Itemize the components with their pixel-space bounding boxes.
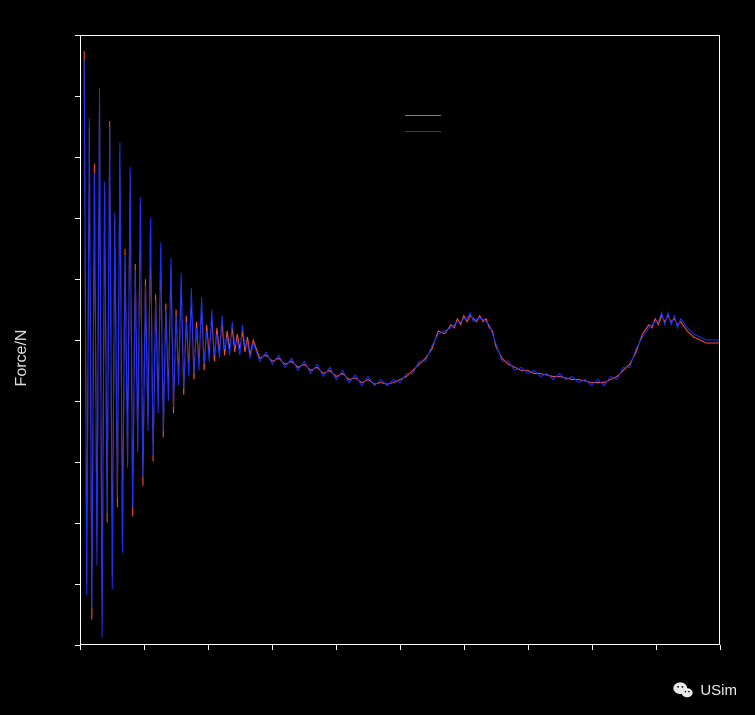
watermark: USim [672,679,737,701]
series-line-series-b [84,60,719,638]
legend [405,115,455,147]
y-axis-label: Force/N [13,329,31,386]
watermark-text: USim [700,682,737,699]
legend-swatch [405,115,441,116]
line-chart-svg [81,36,719,644]
wechat-icon [672,679,694,701]
chart-plot-area [80,35,720,645]
legend-swatch [405,131,441,132]
